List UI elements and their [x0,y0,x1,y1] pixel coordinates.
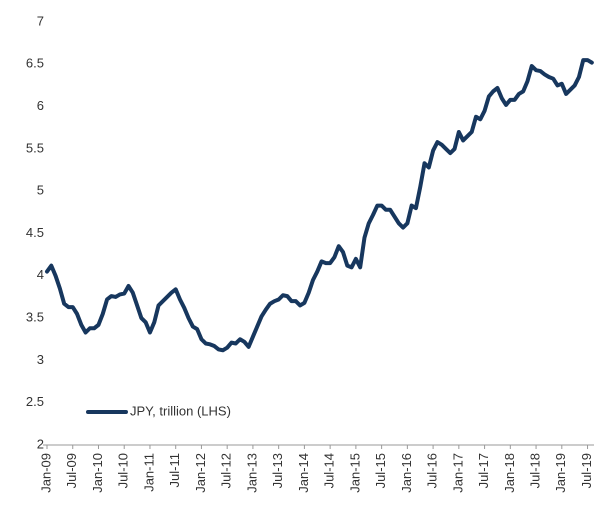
x-tick-label: Jan-18 [502,453,517,493]
x-tick-label: Jul-09 [64,453,79,488]
x-tick-label: Jul-14 [322,453,337,488]
x-tick-label: Jan-12 [193,453,208,493]
x-tick-label: Jul-12 [219,453,234,488]
x-tick-label: Jan-13 [244,453,259,493]
y-tick-label: 5.5 [26,140,44,155]
y-tick-label: 3 [37,352,44,367]
x-tick-label: Jan-17 [450,453,465,493]
y-tick-label: 3.5 [26,310,44,325]
x-tick-label: Jul-17 [476,453,491,488]
y-tick-label: 4 [37,267,44,282]
data-line [45,58,594,353]
x-tick-label: Jul-16 [425,453,440,488]
y-tick-label: 6.5 [26,56,44,71]
y-tick-label: 4.5 [26,225,44,240]
x-tick-label: Jul-15 [373,453,388,488]
x-tick-label: Jul-11 [167,453,182,487]
x-tick-label: Jan-09 [38,453,53,493]
x-tick-label: Jul-10 [116,453,131,488]
y-tick-label: 6 [37,98,44,113]
x-tick-label: Jan-19 [553,453,568,493]
x-tick-label: Jul-19 [579,453,594,488]
x-tick-label: Jan-15 [347,453,362,493]
x-tick-label: Jan-16 [399,453,414,493]
x-tick-label: Jan-14 [296,453,311,493]
y-tick-label: 7 [37,13,44,28]
x-tick-label: Jul-13 [270,453,285,488]
x-tick-label: Jul-18 [527,453,542,488]
y-tick-label: 2.5 [26,394,44,409]
y-tick-label: 5 [37,183,44,198]
y-tick-label: 2 [37,436,44,451]
x-tick-label: Jan-11 [141,453,156,492]
x-tick-label: Jan-10 [90,453,105,493]
legend-label: JPY, trillion (LHS) [130,403,231,418]
